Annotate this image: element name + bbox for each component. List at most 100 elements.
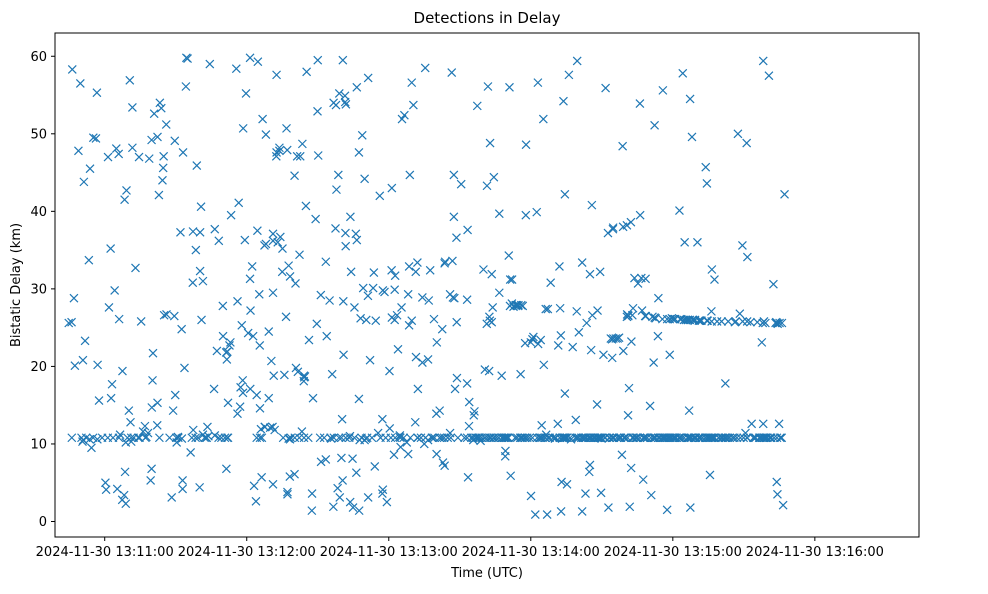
data-point <box>772 477 782 487</box>
data-point <box>282 123 291 133</box>
data-point <box>177 324 187 334</box>
data-point <box>155 98 165 108</box>
data-point <box>596 488 606 498</box>
data-point <box>169 311 179 321</box>
data-point <box>176 227 185 237</box>
data-point <box>604 503 613 512</box>
data-point <box>635 210 645 220</box>
data-point <box>617 450 627 460</box>
data-point <box>541 304 551 314</box>
data-point <box>533 339 543 349</box>
data-point <box>258 114 268 124</box>
data-point <box>327 369 337 379</box>
data-point <box>257 433 267 443</box>
data-point <box>537 420 547 430</box>
data-point <box>377 489 387 499</box>
data-point <box>774 419 784 429</box>
data-point <box>577 506 587 516</box>
data-point <box>149 109 159 119</box>
data-point <box>528 332 538 342</box>
data-point <box>265 423 275 433</box>
data-point <box>525 433 535 443</box>
data-point <box>300 372 310 381</box>
data-point <box>561 433 571 443</box>
data-point <box>494 209 504 219</box>
data-point <box>553 341 563 350</box>
data-point <box>195 482 205 492</box>
data-point <box>484 366 494 376</box>
data-point <box>80 336 90 346</box>
y-tick-label: 50 <box>30 127 47 142</box>
data-point <box>453 433 463 443</box>
data-point <box>322 331 332 341</box>
data-point <box>118 366 127 376</box>
data-point <box>562 479 572 489</box>
data-point <box>476 436 486 446</box>
data-point <box>295 151 305 161</box>
data-point <box>188 425 198 435</box>
data-point <box>284 261 294 271</box>
data-point <box>390 285 400 295</box>
data-point <box>710 433 720 443</box>
data-point <box>758 419 768 429</box>
x-tick-label: 2024-11-30 13:15:00 <box>604 545 742 560</box>
data-point <box>325 296 335 305</box>
data-point <box>233 409 242 419</box>
data-point <box>94 396 104 405</box>
data-point <box>586 345 596 355</box>
data-point <box>556 330 566 340</box>
data-point <box>624 383 634 393</box>
data-point <box>186 448 196 457</box>
data-point <box>742 138 752 148</box>
data-point <box>494 288 504 298</box>
data-point <box>758 56 768 66</box>
data-point <box>334 89 344 98</box>
data-point <box>637 306 647 316</box>
data-point <box>681 315 691 325</box>
data-point <box>541 433 550 443</box>
data-point <box>505 82 514 92</box>
data-point <box>178 475 188 485</box>
data-point <box>134 152 144 162</box>
data-point <box>548 433 558 443</box>
data-point <box>178 147 188 157</box>
data-point <box>733 129 743 139</box>
data-point <box>269 371 279 381</box>
y-tick-label: 30 <box>30 282 47 297</box>
data-point <box>568 342 578 352</box>
data-point <box>64 318 74 328</box>
data-point <box>196 202 206 212</box>
data-point <box>599 350 608 360</box>
data-point <box>354 506 364 516</box>
data-point <box>382 497 392 507</box>
data-point <box>501 446 510 456</box>
data-point <box>214 433 223 443</box>
data-point <box>380 287 389 297</box>
data-point <box>297 139 307 149</box>
data-point <box>170 136 180 146</box>
data-point <box>312 319 322 329</box>
data-point <box>223 398 233 408</box>
data-point <box>483 82 493 91</box>
data-point <box>556 506 566 516</box>
x-tick-label: 2024-11-30 13:11:00 <box>36 545 174 560</box>
data-point <box>413 384 423 394</box>
data-point <box>180 363 189 373</box>
data-point <box>334 433 344 443</box>
data-point <box>777 433 787 443</box>
data-point <box>746 317 755 327</box>
data-point <box>378 485 388 495</box>
data-point <box>337 414 347 424</box>
data-point <box>463 472 473 482</box>
data-point <box>375 191 385 201</box>
data-point <box>146 475 156 485</box>
data-point <box>192 161 202 171</box>
data-point <box>270 425 280 435</box>
data-point <box>539 360 549 370</box>
data-point <box>385 366 394 376</box>
data-point <box>93 360 103 370</box>
data-point <box>710 275 719 284</box>
data-point <box>405 433 415 443</box>
data-point <box>574 327 584 337</box>
data-point <box>504 433 513 443</box>
